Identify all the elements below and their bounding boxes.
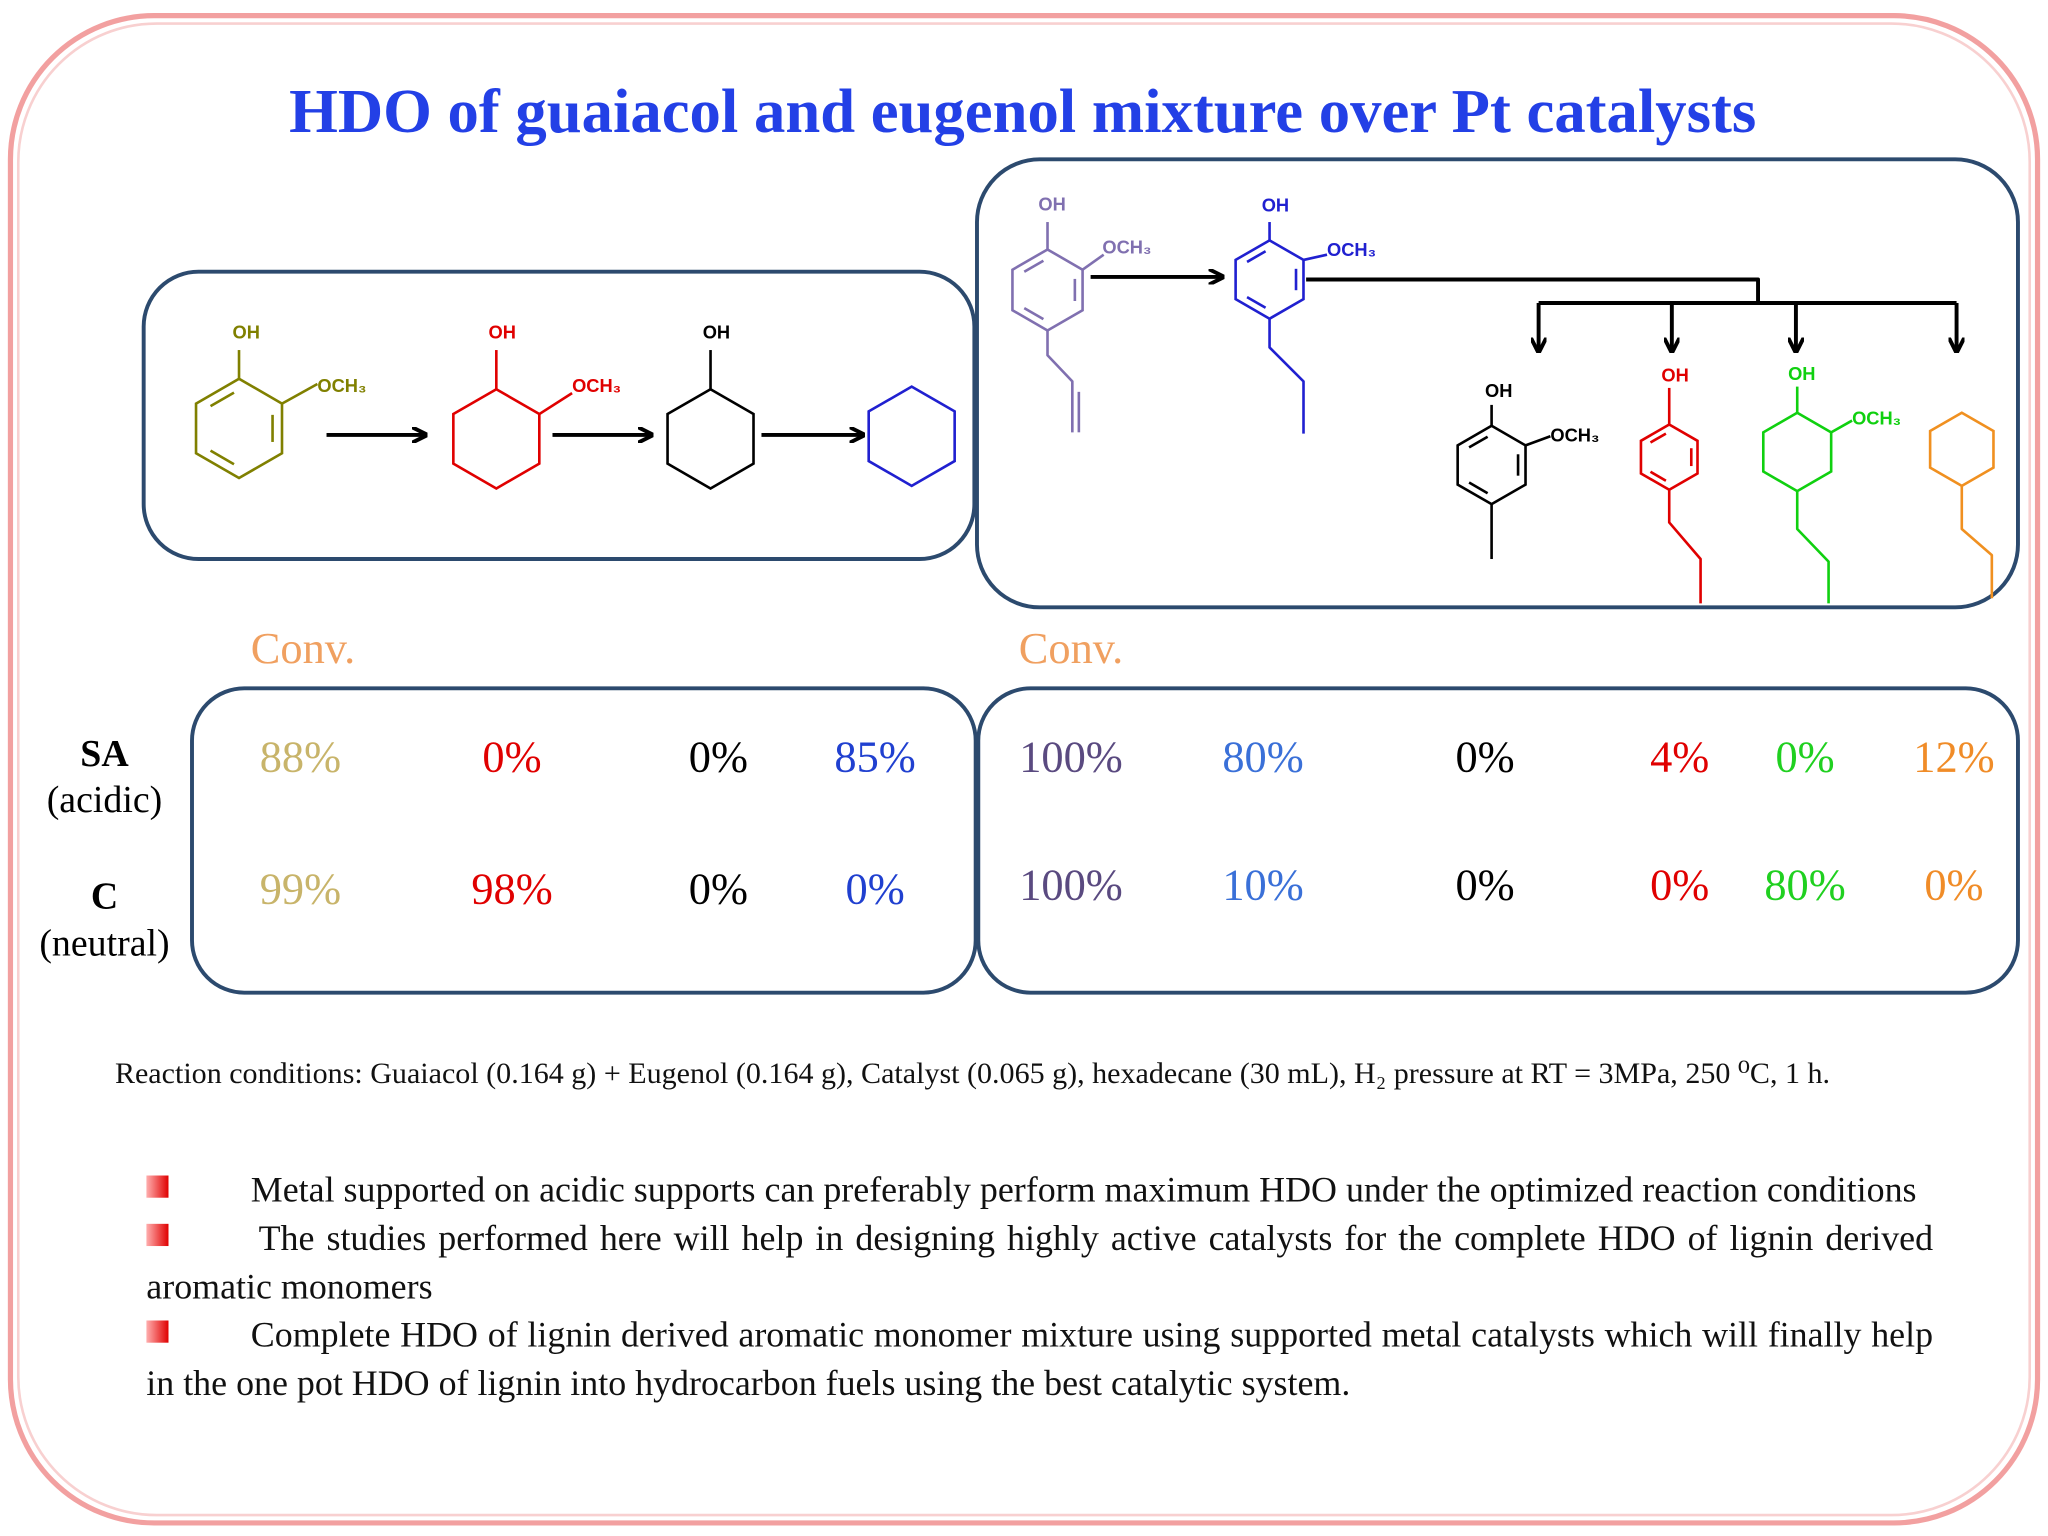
group-label: OCH₃ (572, 375, 621, 396)
bullet-marker (146, 1223, 169, 1247)
bond (1649, 432, 1667, 444)
bond (209, 391, 235, 408)
conditions-box: Reaction conditions: Guaiacol (0.164 g) … (114, 1056, 1831, 1090)
guaiacol-result: 0% (689, 864, 748, 914)
group-label: OCH₃ (1550, 424, 1599, 445)
ring (666, 387, 755, 490)
bond (538, 392, 573, 416)
group-label: OH (232, 321, 259, 342)
bullet-marker (146, 1320, 169, 1343)
bullet: The studies performed here will help in … (146, 1213, 1933, 1310)
guaiacol-result: 98% (471, 864, 552, 914)
group-label: OH (1485, 380, 1512, 401)
results: 88% 0% 0% 85% 99% 98% 0% 0% 100% 80% 0% 4% 0% 12% 100%… (260, 732, 1995, 914)
bond (1649, 470, 1667, 482)
group-label: OCH₃ (1327, 239, 1376, 260)
bond (1525, 435, 1551, 447)
catalyst-name: SA (80, 733, 129, 775)
bond (1246, 295, 1267, 309)
group-label: OCH₃ (1852, 407, 1901, 428)
bond (1468, 435, 1489, 449)
structures: OH OCH₃ OH OCH₃ OH OH OCH₃ OH OCH₃ OH OC… (194, 193, 1995, 604)
bullet-text: Metal supported on acidic supports can p… (250, 1168, 1917, 1210)
bond (1023, 259, 1045, 273)
bullet-text: Complete HDO of lignin derived aromatic … (146, 1313, 1934, 1403)
eugenol-result: 10% (1222, 860, 1303, 910)
ring (867, 385, 956, 488)
outer-frame-inner (16, 22, 2032, 1517)
bond (1667, 489, 1702, 604)
group-label: OCH₃ (317, 375, 366, 396)
catalyst-support: (neutral) (39, 923, 169, 965)
eugenol-result: 100% (1019, 860, 1123, 910)
eugenol-result: 80% (1222, 732, 1303, 782)
bond (1046, 330, 1074, 433)
bond (1795, 491, 1830, 604)
group-label: OH (1788, 363, 1815, 384)
guaiacol-result: 0% (846, 864, 905, 914)
eugenol-result: 4% (1650, 732, 1709, 782)
group-label: OH (488, 321, 515, 342)
eugenol-scheme-box (975, 157, 2020, 610)
eugenol-result: 0% (1775, 732, 1834, 782)
catalyst-name: C (91, 876, 118, 918)
bond (1468, 481, 1489, 495)
eugenol-result: 0% (1455, 732, 1514, 782)
bond (1303, 253, 1328, 262)
guaiacol-result: 88% (260, 732, 341, 782)
bond (1830, 419, 1853, 434)
bullet-text: The studies performed here will help in … (146, 1217, 1934, 1307)
bullet-marker (146, 1175, 169, 1198)
guaiacol-scheme-box (141, 269, 977, 561)
eugenol-result: 12% (1913, 732, 1994, 782)
eugenol-results-box (976, 686, 2020, 995)
eugenol-result: 0% (1650, 860, 1709, 910)
conv-label: Conv. (1019, 623, 1123, 673)
guaiacol-result: 0% (689, 732, 748, 782)
group-label: OCH₃ (1102, 236, 1151, 257)
bond (1306, 277, 1760, 304)
eugenol-result: 0% (1455, 860, 1514, 910)
group-label: OH (1262, 195, 1289, 216)
bond (1023, 306, 1045, 321)
eugenol-result: 100% (1019, 732, 1123, 782)
group-label: OH (1038, 193, 1065, 214)
bond (281, 382, 319, 405)
title: HDO of guaiacol and eugenol mixture over… (289, 76, 1756, 146)
eugenol-result: 0% (1924, 860, 1983, 910)
bullet: Complete HDO of lignin derived aromatic … (146, 1310, 1933, 1407)
guaiacol-results-box (190, 686, 978, 995)
conditions: Reaction conditions: Guaiacol (0.164 g) … (114, 1056, 1831, 1090)
bullets-box: Metal supported on acidic supports can p… (146, 1165, 1933, 1407)
bond (1246, 250, 1267, 264)
bond (1081, 253, 1105, 271)
guaiacol-result: 0% (482, 732, 541, 782)
group-label: OH (703, 321, 730, 342)
bond (209, 449, 235, 466)
eugenol-result: 80% (1764, 860, 1845, 910)
catalyst-support: (acidic) (47, 779, 163, 821)
bond (1268, 318, 1305, 434)
group-label: OH (1661, 364, 1688, 385)
bullet-list: Metal supported on acidic supports can p… (146, 1165, 1933, 1407)
guaiacol-result: 99% (260, 864, 341, 914)
guaiacol-result: 85% (834, 732, 915, 782)
outer-frame (7, 13, 2041, 1526)
bullet: Metal supported on acidic supports can p… (146, 1165, 1933, 1213)
conv-label: Conv. (251, 623, 355, 673)
bond (1960, 485, 1994, 599)
